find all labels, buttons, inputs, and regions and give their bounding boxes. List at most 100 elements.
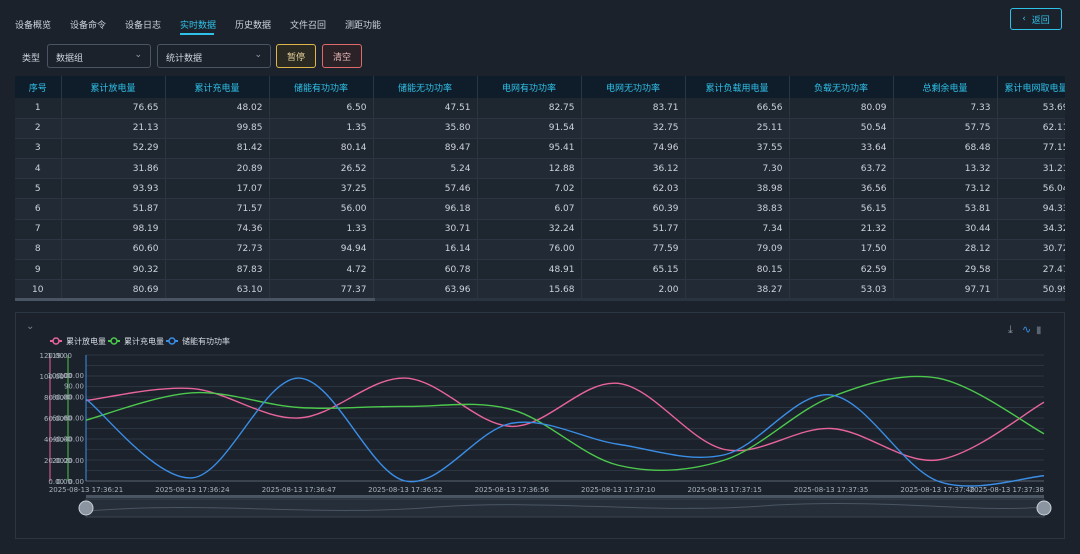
row-index-cell: 1 — [15, 98, 62, 119]
table-horizontal-scrollbar[interactable] — [15, 298, 1065, 301]
table-cell: 63.96 — [373, 279, 478, 300]
x-tick-label: 2025-08-13 17:36:52 — [368, 486, 442, 494]
y-tick-label: 80.00 — [64, 393, 84, 401]
x-tick-label: 2025-08-13 17:37:38 — [970, 486, 1044, 494]
table-cell: 28.12 — [893, 239, 998, 261]
table-row: 9 90.32 87.83 4.72 60.78 48.91 65.15 80.15 62.59… — [15, 259, 1065, 281]
table-row: 4 31.86 20.89 26.52 5.24 12.88 36.12 7.30 63.72 1… — [15, 158, 1065, 180]
table-row: 3 52.29 81.42 80.14 89.47 95.41 74.96 37.55 33.6… — [15, 138, 1065, 160]
y-tick-label: 120.00 — [40, 352, 65, 360]
table-cell: 62.59 — [789, 259, 894, 281]
table-cell: 51.87 — [61, 198, 166, 220]
table-header-cell: 序号 — [15, 76, 62, 98]
y-tick-label: 119.00 — [48, 352, 73, 360]
table-cell: 33.64 — [789, 138, 894, 160]
table-cell: 36.56 — [789, 178, 894, 200]
table-cell: 29.58 — [893, 259, 998, 281]
tab-realtime-data[interactable]: 实时数据 — [180, 21, 217, 31]
back-button-label: 返回 — [1031, 15, 1050, 26]
table-cell: 26.52 — [269, 158, 374, 180]
line-chart-icon: ∿ — [1022, 323, 1031, 336]
table-cell: 38.83 — [685, 198, 790, 220]
x-tick-label: 2025-08-13 17:36:21 — [49, 486, 123, 494]
zoom-slider-preview — [85, 502, 1045, 512]
row-index-cell: 9 — [15, 259, 62, 281]
table-cell: 74.96 — [581, 138, 686, 160]
zoom-handle-left[interactable] — [78, 500, 94, 516]
clear-button[interactable]: 清空 — [322, 44, 362, 68]
tab-file-recall[interactable]: 文件召回 — [290, 21, 327, 31]
table-cell: 17.07 — [165, 178, 270, 200]
y-tick-label: 40.00 — [64, 436, 84, 444]
statistics-select[interactable]: 统计数据 ⌄ — [157, 44, 271, 68]
tab-device-command[interactable]: 设备命令 — [70, 21, 107, 31]
table-cell: 30.44 — [893, 219, 998, 240]
table-row: 6 51.87 71.57 56.00 96.18 6.07 60.39 38.83 56.15… — [15, 198, 1065, 220]
table-header-cell: 累计电网取电量 — [997, 76, 1065, 98]
table-cell: 38.27 — [685, 279, 790, 300]
table-cell: 98.19 — [61, 219, 166, 240]
x-tick-label: 2025-08-13 17:36:56 — [475, 486, 550, 494]
row-index-cell: 2 — [15, 118, 62, 139]
bar-chart-icon: ▮ — [1036, 325, 1042, 336]
table-cell: 94.33 — [997, 198, 1065, 220]
table-cell: 77.59 — [581, 239, 686, 261]
table-cell: 48.91 — [477, 259, 582, 281]
y-tick-label: 80.00 — [52, 393, 72, 401]
tab-device-overview[interactable]: 设备概览 — [15, 21, 52, 31]
table-cell: 76.65 — [61, 98, 166, 119]
series-line — [85, 377, 1045, 487]
active-tab-indicator — [180, 33, 214, 35]
table-cell: 95.41 — [477, 138, 582, 160]
data-group-select-value: 数据组 — [56, 54, 84, 64]
table-cell: 30.72 — [997, 239, 1065, 261]
table-cell: 1.33 — [269, 219, 374, 240]
back-button[interactable]: ‹ 返回 — [1010, 8, 1062, 30]
row-index-cell: 4 — [15, 158, 62, 180]
table-cell: 1.35 — [269, 118, 374, 139]
y-tick-label: 60.00 — [64, 414, 84, 422]
x-tick-label: 2025-08-13 17:36:24 — [155, 486, 230, 494]
table-cell: 27.47 — [997, 259, 1065, 281]
y-tick-label: 20.00 — [52, 457, 72, 465]
zoom-handle-right[interactable] — [1036, 500, 1052, 516]
table-cell: 56.00 — [269, 198, 374, 220]
table-cell: 6.07 — [477, 198, 582, 220]
table-cell: 7.33 — [893, 98, 998, 119]
table-header-cell: 累计负载用电量 — [685, 76, 790, 98]
chevron-down-icon: ⌄ — [134, 50, 142, 60]
table-cell: 13.32 — [893, 158, 998, 180]
data-group-select[interactable]: 数据组 ⌄ — [47, 44, 151, 68]
table-cell: 32.75 — [581, 118, 686, 139]
table-cell: 36.12 — [581, 158, 686, 180]
table-cell: 90.32 — [61, 259, 166, 281]
table-cell: 73.12 — [893, 178, 998, 200]
table-cell: 5.24 — [373, 158, 478, 180]
table-cell: 80.09 — [789, 98, 894, 119]
table-header-cell: 累计放电量 — [61, 76, 166, 98]
chart-panel: ⌄ ⤓ ∿ ▮ 累计放电量 累计充电量 储能有功功率 0.00 20.00 40.00 60.00 8… — [15, 312, 1065, 539]
tab-device-log[interactable]: 设备日志 — [125, 21, 162, 31]
table-cell: 68.48 — [893, 138, 998, 160]
y-tick-label: 0.00 — [56, 478, 72, 486]
table-cell: 60.60 — [61, 239, 166, 261]
table-cell: 77.37 — [269, 279, 374, 300]
table-cell: 2.00 — [581, 279, 686, 300]
y-tick-label: 40.00 — [44, 436, 64, 444]
table-cell: 47.51 — [373, 98, 478, 119]
table-row: 5 93.93 17.07 37.25 57.46 7.02 62.03 38.98 36.56… — [15, 178, 1065, 200]
legend-label: 累计放电量 — [66, 336, 106, 346]
table-cell: 56.15 — [789, 198, 894, 220]
table-cell: 74.36 — [165, 219, 270, 240]
realtime-line-chart: ⌄ ⤓ ∿ ▮ 累计放电量 累计充电量 储能有功功率 0.00 20.00 40.00 60.00 8… — [26, 321, 1052, 518]
scrollbar-thumb[interactable] — [15, 298, 375, 301]
tab-history-data[interactable]: 历史数据 — [235, 21, 272, 31]
table-cell: 80.69 — [61, 279, 166, 300]
pause-button[interactable]: 暂停 — [276, 44, 316, 68]
table-header-cell: 累计充电量 — [165, 76, 270, 98]
tab-ranging[interactable]: 测距功能 — [345, 21, 382, 31]
legend-label: 累计充电量 — [124, 336, 164, 346]
table-cell: 37.25 — [269, 178, 374, 200]
table-row: 1 76.65 48.02 6.50 47.51 82.75 83.71 66.56 80.09… — [15, 98, 1065, 119]
table-cell: 80.14 — [269, 138, 374, 160]
